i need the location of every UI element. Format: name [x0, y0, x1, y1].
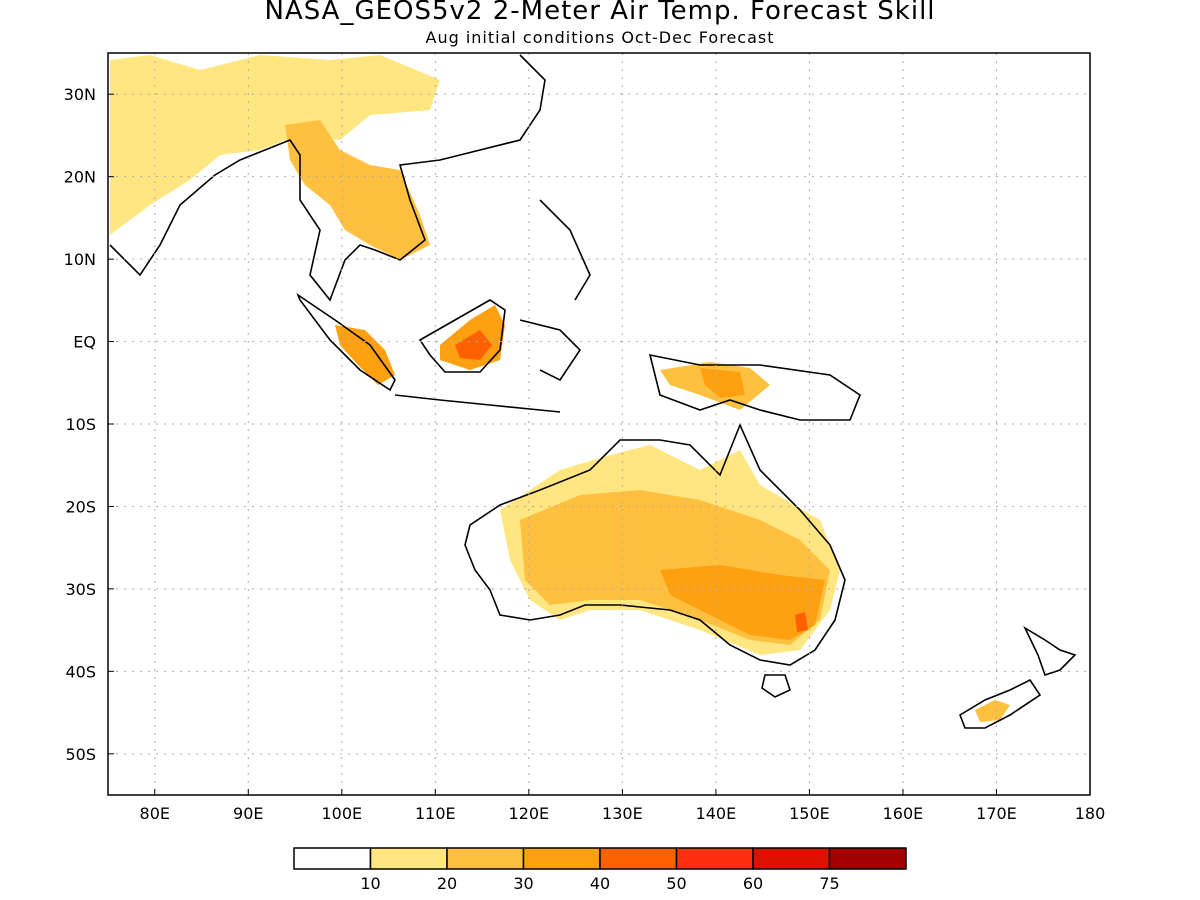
lat-tick-label: 30N [64, 85, 96, 104]
lon-tick-label: 150E [789, 804, 830, 823]
lat-tick-label: 20N [64, 168, 96, 187]
skill-shading [110, 55, 1010, 722]
lat-tick-label: 40S [65, 662, 96, 681]
legend-swatch [293, 847, 372, 870]
lat-tick-label: 30S [65, 580, 96, 599]
legend-label: 75 [819, 874, 839, 893]
coastlines [109, 54, 1077, 729]
legend-label: 10 [360, 874, 380, 893]
chart-subtitle: Aug initial conditions Oct-Dec Forecast [425, 28, 775, 47]
legend-label: 50 [666, 874, 686, 893]
lat-tick-label: EQ [73, 333, 96, 352]
skill-area-australia-se [660, 565, 825, 640]
legend-label: 20 [437, 874, 457, 893]
lon-tick-label: 110E [415, 804, 456, 823]
lon-tick-label: 130E [602, 804, 643, 823]
lon-tick-label: 170E [976, 804, 1017, 823]
color-legend: 10 20 30 40 50 60 75 [293, 847, 907, 893]
legend-swatch [675, 847, 754, 870]
lon-tick-label: 180 [1075, 804, 1106, 823]
legend-swatch [522, 847, 601, 870]
map-frame [107, 52, 1091, 796]
legend-swatch [752, 847, 831, 870]
skill-area-borneo-core [455, 330, 492, 360]
skill-area-indochina [285, 120, 430, 260]
legend-label: 30 [513, 874, 533, 893]
lat-tick-labels: 30N 20N 10N EQ 10S 20S 30S 40S 50S [64, 85, 96, 764]
lon-tick-label: 100E [321, 804, 362, 823]
skill-area-newguinea-core [700, 368, 745, 398]
legend-swatch [446, 847, 525, 870]
skill-area-australia-hot [795, 612, 808, 632]
chart-title: NASA_GEOS5v2 2-Meter Air Temp. Forecast … [264, 0, 936, 26]
lat-tick-label: 50S [65, 745, 96, 764]
legend-swatch [369, 847, 448, 870]
legend-label: 60 [743, 874, 763, 893]
legend-swatch [828, 847, 907, 870]
lon-tick-label: 160E [883, 804, 924, 823]
lat-tick-label: 10S [65, 415, 96, 434]
skill-area-newzealand [975, 700, 1010, 722]
gridlines [108, 53, 1091, 795]
lat-tick-label: 10N [64, 250, 96, 269]
skill-area-asia [110, 55, 440, 235]
legend-swatch [599, 847, 678, 870]
lat-tick-label: 20S [65, 497, 96, 516]
lon-tick-label: 140E [696, 804, 737, 823]
legend-label: 40 [590, 874, 610, 893]
lon-tick-label: 120E [509, 804, 550, 823]
lon-tick-label: 90E [233, 804, 263, 823]
skill-area-sumatra [335, 325, 395, 385]
lon-tick-labels: 80E 90E 100E 110E 120E 130E 140E 150E 160E 170E 18… [140, 804, 1106, 823]
lon-tick-label: 80E [140, 804, 170, 823]
